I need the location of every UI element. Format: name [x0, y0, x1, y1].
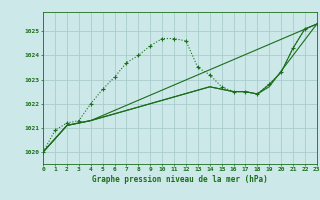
X-axis label: Graphe pression niveau de la mer (hPa): Graphe pression niveau de la mer (hPa) — [92, 175, 268, 184]
